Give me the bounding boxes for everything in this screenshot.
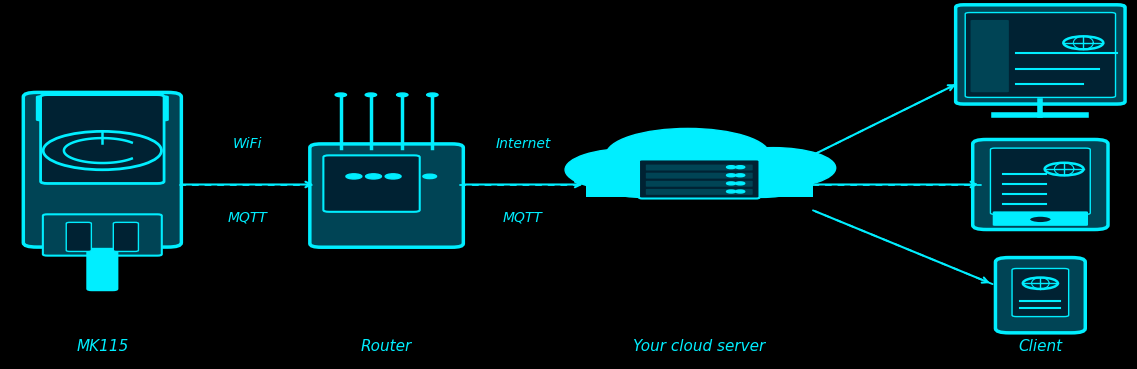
Circle shape [1063, 36, 1103, 49]
Circle shape [736, 182, 745, 185]
Circle shape [365, 174, 381, 179]
Circle shape [606, 128, 770, 182]
FancyBboxPatch shape [646, 165, 753, 170]
FancyBboxPatch shape [35, 95, 168, 121]
FancyBboxPatch shape [323, 155, 420, 212]
Circle shape [716, 168, 807, 197]
Circle shape [711, 148, 836, 188]
FancyBboxPatch shape [1012, 269, 1069, 317]
FancyBboxPatch shape [990, 148, 1090, 214]
Circle shape [346, 174, 362, 179]
FancyBboxPatch shape [965, 13, 1115, 97]
Text: Internet: Internet [496, 137, 550, 151]
Circle shape [736, 174, 745, 177]
Text: MQTT: MQTT [503, 210, 543, 224]
FancyBboxPatch shape [309, 144, 464, 247]
Circle shape [426, 93, 438, 97]
Circle shape [365, 93, 376, 97]
FancyBboxPatch shape [88, 249, 117, 290]
FancyBboxPatch shape [23, 92, 181, 247]
Circle shape [736, 190, 745, 193]
Circle shape [1029, 216, 1052, 223]
Circle shape [727, 166, 736, 169]
Text: Router: Router [360, 339, 413, 354]
FancyBboxPatch shape [646, 181, 753, 187]
FancyBboxPatch shape [971, 20, 1009, 92]
Text: MK115: MK115 [76, 339, 128, 354]
Circle shape [727, 182, 736, 185]
Text: Your cloud server: Your cloud server [633, 339, 765, 354]
FancyBboxPatch shape [646, 189, 753, 195]
Circle shape [597, 168, 688, 197]
FancyBboxPatch shape [996, 258, 1085, 333]
Circle shape [43, 131, 161, 170]
Circle shape [335, 93, 347, 97]
Circle shape [727, 174, 736, 177]
Circle shape [1023, 277, 1057, 289]
FancyBboxPatch shape [586, 177, 813, 197]
Circle shape [385, 174, 401, 179]
Text: MQTT: MQTT [227, 210, 268, 224]
Circle shape [423, 174, 437, 179]
Circle shape [727, 190, 736, 193]
FancyBboxPatch shape [114, 223, 139, 251]
FancyBboxPatch shape [993, 211, 1088, 226]
FancyBboxPatch shape [639, 159, 760, 199]
Circle shape [736, 166, 745, 169]
Circle shape [1045, 163, 1084, 175]
FancyBboxPatch shape [646, 173, 753, 179]
FancyBboxPatch shape [41, 94, 164, 183]
Circle shape [565, 148, 697, 191]
Text: WiFi: WiFi [233, 137, 263, 151]
Circle shape [397, 93, 408, 97]
Text: Client: Client [1019, 339, 1062, 354]
FancyBboxPatch shape [66, 223, 91, 251]
FancyBboxPatch shape [972, 139, 1107, 230]
FancyBboxPatch shape [43, 214, 161, 256]
FancyBboxPatch shape [955, 5, 1124, 104]
